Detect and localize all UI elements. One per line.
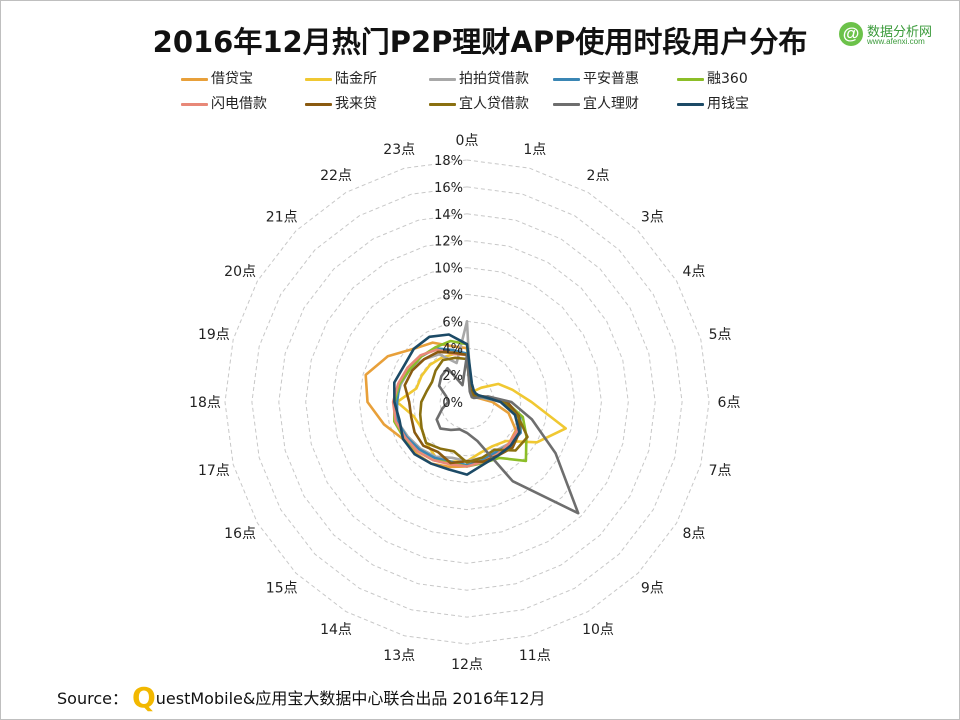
category-label: 10点: [582, 622, 614, 638]
radial-tick-label: 12%: [434, 235, 463, 250]
category-label: 9点: [641, 580, 664, 596]
legend-swatch: [429, 103, 456, 106]
logo-url: www.afenxi.com: [867, 37, 925, 46]
legend-label: 用钱宝: [707, 96, 749, 112]
category-label: 4点: [682, 264, 705, 280]
radar-grid-ring: [278, 213, 656, 591]
legend-swatch: [305, 78, 332, 81]
site-logo: @ 数据分析网 www.afenxi.com: [839, 21, 949, 51]
category-label: 20点: [224, 264, 256, 280]
radial-tick-label: 4%: [442, 342, 463, 357]
series-line: [392, 333, 521, 476]
category-label: 7点: [709, 463, 732, 479]
radial-tick-label: 6%: [442, 315, 463, 330]
category-label: 2点: [587, 168, 610, 184]
category-label: 14点: [320, 622, 352, 638]
category-label: 22点: [320, 168, 352, 184]
category-label: 8点: [682, 526, 705, 542]
logo-name: 数据分析网: [867, 25, 933, 40]
legend-label: 陆金所: [335, 71, 377, 87]
legend-label: 宜人贷借款: [459, 96, 529, 112]
legend-swatch: [677, 78, 704, 81]
source-prefix: Source：: [57, 689, 128, 708]
category-label: 3点: [641, 210, 664, 226]
category-label: 6点: [718, 395, 741, 411]
legend-swatch: [305, 103, 332, 106]
category-label: 1点: [523, 142, 546, 158]
legend-label: 拍拍贷借款: [459, 71, 529, 87]
legend-swatch: [677, 103, 704, 106]
category-label: 11点: [519, 648, 551, 664]
category-label: 15点: [266, 580, 298, 596]
legend-label: 借贷宝: [211, 71, 253, 87]
category-label: 5点: [709, 327, 732, 343]
legend-swatch: [181, 103, 208, 106]
legend-label: 闪电借款: [211, 96, 267, 112]
category-label: 0点: [456, 133, 479, 149]
legend-swatch: [553, 78, 580, 81]
radar-grid-ring: [358, 293, 576, 511]
radar-grid-ring: [412, 347, 522, 457]
radial-tick-label: 0%: [442, 396, 463, 411]
radar-grid-ring: [305, 240, 629, 564]
category-label: 16点: [224, 526, 256, 542]
category-label: 12点: [451, 657, 483, 673]
radar-grid-ring: [385, 320, 549, 484]
radar-grid-ring: [251, 186, 683, 618]
radial-tick-label: 14%: [434, 208, 463, 223]
radar-grid-ring: [224, 159, 710, 645]
radial-tick-label: 8%: [442, 288, 463, 303]
legend-label: 我来贷: [335, 96, 377, 112]
legend-label: 平安普惠: [583, 71, 639, 87]
source-text: uestMobile&应用宝大数据中心联合出品 2016年12月: [155, 689, 546, 708]
category-label: 13点: [383, 648, 415, 664]
radar-grid: [224, 159, 710, 645]
source-note: Source： QuestMobile&应用宝大数据中心联合出品 2016年12月: [57, 681, 546, 714]
category-label: 17点: [198, 463, 230, 479]
at-sign-icon: @: [839, 22, 863, 46]
legend-swatch: [181, 78, 208, 81]
radial-tick-label: 16%: [434, 181, 463, 196]
legend-swatch: [553, 103, 580, 106]
legend-swatch: [429, 78, 456, 81]
radar-grid-ring: [332, 267, 602, 537]
radial-tick-label: 2%: [442, 369, 463, 384]
radial-tick-labels: 0% 2% 4% 6% 8% 10% 12% 14% 16% 18%: [434, 154, 463, 411]
radar-series: [364, 319, 580, 515]
radial-tick-label: 18%: [434, 154, 463, 169]
category-label: 18点: [189, 395, 221, 411]
category-label: 19点: [198, 327, 230, 343]
legend-label: 宜人理财: [583, 96, 639, 112]
category-labels: 0点 1点 2点 3点 4点 5点 6点 7点 8点 9点 10点 11点 12点 13点 14点 15点 16…: [189, 133, 740, 673]
radar-grid-ring: [439, 374, 495, 430]
legend-label: 融360: [707, 71, 748, 87]
series-line: [435, 353, 580, 515]
category-label: 21点: [266, 210, 298, 226]
radial-tick-label: 10%: [434, 262, 463, 277]
chart-title: 2016年12月热门P2P理财APP使用时段用户分布: [152, 25, 808, 59]
category-label: 23点: [383, 142, 415, 158]
questmobile-q-logo: Q: [131, 681, 156, 714]
